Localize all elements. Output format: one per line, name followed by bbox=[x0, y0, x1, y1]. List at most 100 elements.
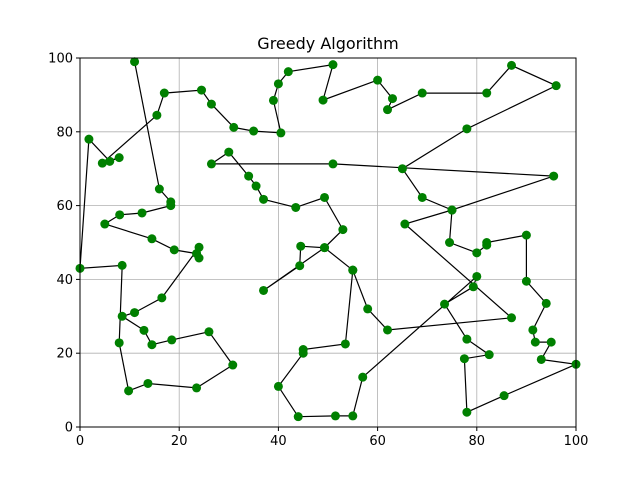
city-point bbox=[117, 311, 127, 321]
city-point bbox=[546, 337, 556, 347]
city-point bbox=[521, 276, 531, 286]
city-point bbox=[117, 260, 127, 270]
city-point bbox=[383, 325, 393, 335]
city-point bbox=[536, 354, 546, 364]
city-point bbox=[291, 202, 301, 212]
city-point bbox=[276, 128, 286, 138]
city-point bbox=[447, 205, 457, 215]
y-tick-label: 20 bbox=[56, 347, 73, 362]
city-point bbox=[348, 265, 358, 275]
city-point bbox=[507, 313, 517, 323]
city-point bbox=[147, 340, 157, 350]
city-point bbox=[320, 243, 330, 253]
city-point bbox=[147, 234, 157, 244]
city-point bbox=[330, 411, 340, 421]
city-point bbox=[115, 210, 125, 220]
city-point bbox=[507, 60, 517, 70]
city-point bbox=[328, 159, 338, 169]
city-point bbox=[445, 238, 455, 247]
city-point bbox=[154, 184, 164, 194]
city-point bbox=[166, 201, 176, 211]
city-point bbox=[143, 378, 153, 388]
city-point bbox=[130, 57, 140, 67]
city-point bbox=[130, 308, 140, 318]
city-point bbox=[167, 335, 177, 345]
city-point bbox=[124, 386, 134, 396]
axis-ticks: 0 20 40 60 80 100 0 20 40 60 80 100 bbox=[48, 52, 588, 450]
y-tick-label: 100 bbox=[48, 52, 73, 67]
city-point bbox=[249, 126, 259, 136]
city-point bbox=[482, 238, 492, 247]
city-point bbox=[206, 99, 216, 109]
city-point bbox=[462, 334, 472, 344]
city-point bbox=[417, 192, 427, 202]
city-point bbox=[273, 79, 283, 89]
city-point bbox=[472, 271, 482, 281]
x-tick-label: 20 bbox=[171, 434, 188, 449]
city-point bbox=[295, 261, 305, 271]
city-point bbox=[373, 75, 383, 85]
city-point bbox=[114, 338, 124, 348]
y-tick-label: 0 bbox=[65, 421, 73, 436]
city-point bbox=[204, 327, 214, 337]
city-point bbox=[482, 88, 492, 98]
city-point bbox=[328, 60, 338, 70]
city-point bbox=[194, 253, 204, 263]
city-point bbox=[157, 293, 167, 303]
city-point bbox=[340, 339, 350, 349]
city-point bbox=[100, 219, 110, 229]
city-point bbox=[105, 156, 115, 166]
city-point bbox=[228, 360, 238, 370]
y-tick-label: 40 bbox=[56, 273, 73, 288]
city-point bbox=[283, 67, 293, 77]
city-point bbox=[387, 94, 397, 104]
city-point bbox=[318, 95, 328, 105]
city-point bbox=[114, 153, 124, 163]
city-markers bbox=[75, 57, 581, 422]
city-point bbox=[152, 110, 162, 120]
city-point bbox=[268, 95, 278, 105]
city-point bbox=[541, 298, 551, 308]
city-point bbox=[348, 411, 358, 421]
city-point bbox=[468, 282, 478, 292]
city-point bbox=[293, 412, 303, 422]
city-point bbox=[528, 325, 538, 335]
city-point bbox=[417, 88, 427, 98]
city-point bbox=[440, 299, 450, 309]
city-point bbox=[206, 159, 216, 169]
city-point bbox=[400, 219, 410, 229]
city-point bbox=[298, 345, 308, 355]
city-point bbox=[472, 248, 482, 258]
city-point bbox=[383, 105, 393, 115]
y-tick-label: 60 bbox=[56, 199, 73, 214]
city-point bbox=[462, 407, 472, 417]
x-tick-label: 100 bbox=[564, 434, 589, 449]
x-tick-label: 80 bbox=[469, 434, 486, 449]
city-point bbox=[273, 381, 283, 391]
city-point bbox=[84, 134, 94, 144]
city-point bbox=[137, 208, 147, 218]
city-point bbox=[338, 225, 348, 235]
city-point bbox=[484, 350, 494, 360]
city-point bbox=[251, 181, 261, 191]
city-point bbox=[320, 192, 330, 202]
city-point bbox=[259, 194, 269, 204]
city-point bbox=[499, 391, 509, 401]
city-point bbox=[462, 124, 472, 134]
x-tick-label: 40 bbox=[270, 434, 287, 449]
city-point bbox=[159, 88, 169, 98]
city-point bbox=[244, 171, 254, 181]
chart-title: Greedy Algorithm bbox=[257, 34, 398, 53]
city-point bbox=[363, 304, 373, 314]
city-point bbox=[459, 354, 469, 364]
y-tick-label: 80 bbox=[56, 125, 73, 140]
city-point bbox=[97, 158, 107, 168]
city-point bbox=[358, 372, 368, 382]
city-point bbox=[259, 285, 269, 295]
plot-area-frame bbox=[79, 57, 577, 428]
x-tick-label: 60 bbox=[369, 434, 386, 449]
city-point bbox=[551, 81, 561, 91]
city-point bbox=[224, 147, 234, 157]
x-tick-label: 0 bbox=[76, 434, 84, 449]
